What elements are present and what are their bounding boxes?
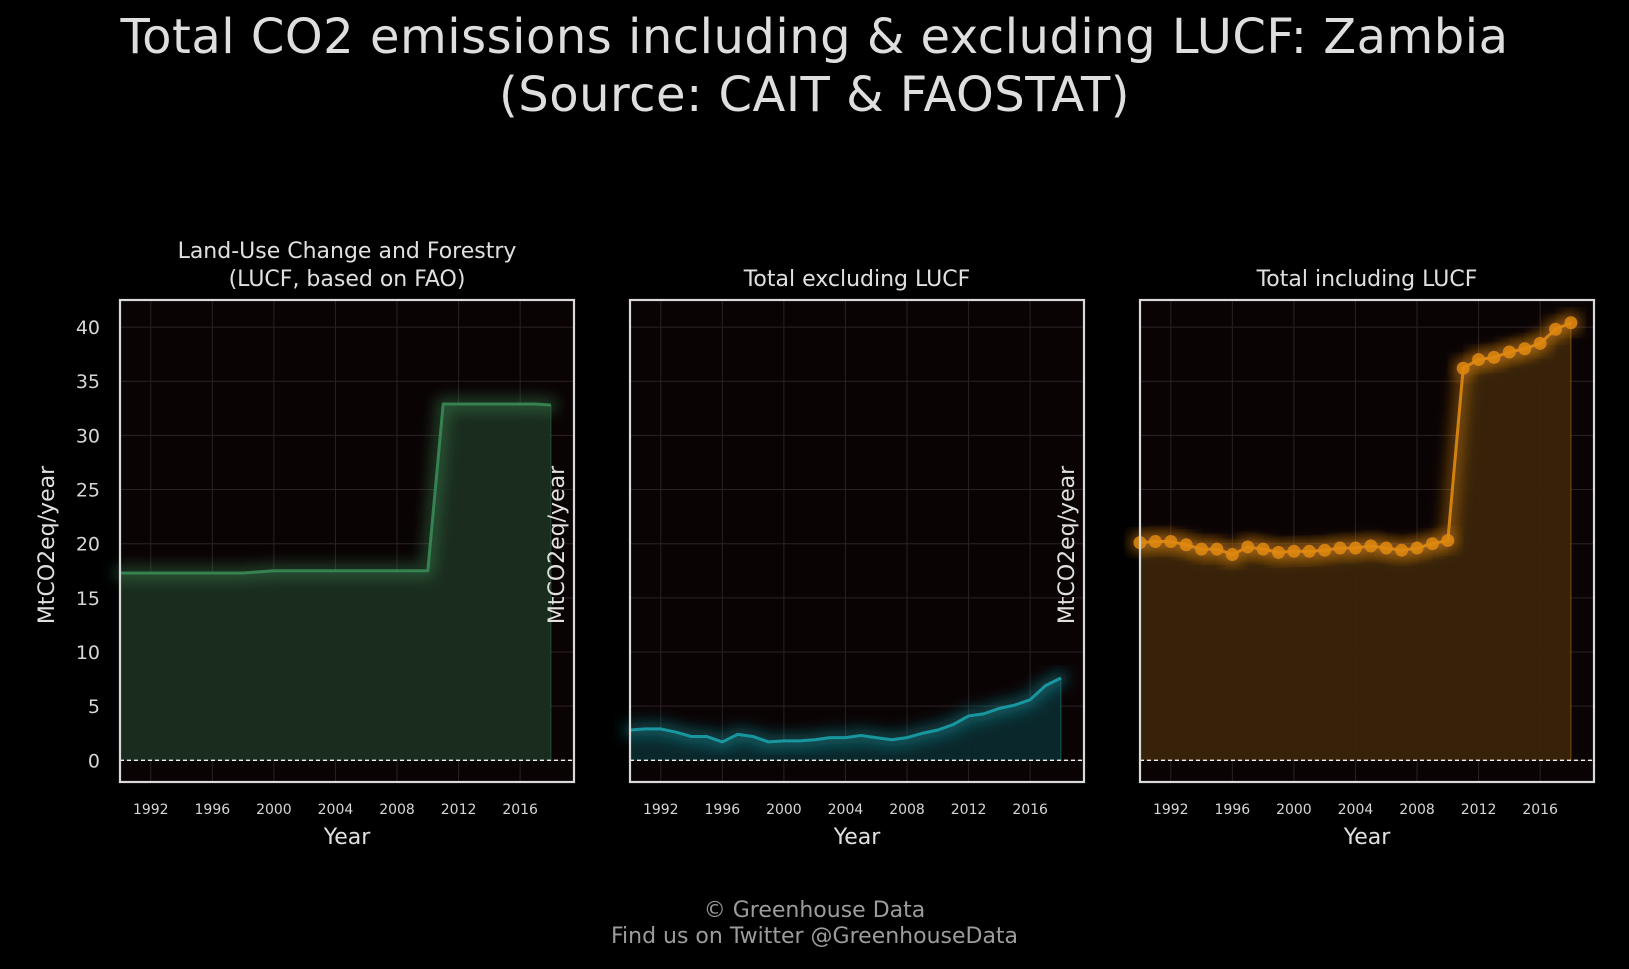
data-point xyxy=(1549,322,1563,336)
data-point xyxy=(1487,350,1501,364)
data-point xyxy=(1179,538,1193,552)
plot-frame xyxy=(1138,298,1596,784)
data-point xyxy=(1456,361,1470,375)
y-tick-label: 15 xyxy=(76,588,100,610)
footer: © Greenhouse Data Find us on Twitter @Gr… xyxy=(0,898,1629,950)
x-tick-label: 2004 xyxy=(318,802,354,818)
y-tick-label: 5 xyxy=(88,696,100,718)
x-tick-label: 2016 xyxy=(1012,802,1048,818)
data-point xyxy=(1256,542,1270,556)
y-axis-label: MtCO2eq/year xyxy=(1055,465,1080,624)
x-tick-label: 2012 xyxy=(951,802,987,818)
data-point xyxy=(1564,316,1578,330)
data-point xyxy=(1272,545,1286,559)
x-tick-label: 2012 xyxy=(1461,802,1497,818)
data-point xyxy=(1225,548,1239,562)
x-tick-label: 2008 xyxy=(889,802,925,818)
data-point xyxy=(1287,544,1301,558)
data-point xyxy=(1379,541,1393,555)
subplot-2: 1992 1996 2000 2004 2008 2012 2016 Year MtCO2eq/… xyxy=(545,267,1086,850)
x-tick-label: 1992 xyxy=(643,802,679,818)
y-tick-label: 10 xyxy=(76,642,100,664)
data-point xyxy=(1164,535,1178,549)
data-point xyxy=(1318,543,1332,557)
title-line-1: Total CO2 emissions including & excludin… xyxy=(120,9,1509,65)
x-tick-label: 1996 xyxy=(1215,802,1251,818)
data-point xyxy=(1195,542,1209,556)
subplot-1: 1992 1996 2000 2004 2008 2012 2016 0 5 10 15 20 25 30… xyxy=(35,239,576,850)
x-axis-label: Year xyxy=(323,825,372,850)
y-tick-label: 35 xyxy=(76,371,100,393)
title-line-2: (Source: CAIT & FAOSTAT) xyxy=(499,67,1130,123)
y-tick-label: 25 xyxy=(76,480,100,502)
data-point xyxy=(1302,544,1316,558)
x-tick-label: 2004 xyxy=(1338,802,1374,818)
x-tick-label: 2000 xyxy=(766,802,802,818)
x-tick-label: 2016 xyxy=(502,802,538,818)
data-point xyxy=(1210,542,1224,556)
x-tick-label: 1996 xyxy=(195,802,231,818)
series-area-fill xyxy=(120,403,551,761)
x-tick-label: 2004 xyxy=(828,802,864,818)
data-point xyxy=(1333,541,1347,555)
data-point xyxy=(1533,336,1547,350)
plot-frame xyxy=(628,298,1086,784)
data-point xyxy=(1395,543,1409,557)
series-line xyxy=(120,402,552,575)
x-tick-label: 1996 xyxy=(705,802,741,818)
subplot-title: (LUCF, based on FAO) xyxy=(229,267,466,292)
series-line xyxy=(629,676,1062,744)
data-point xyxy=(1441,533,1455,547)
subplot-title: Total excluding LUCF xyxy=(743,267,971,292)
y-tick-label: 40 xyxy=(76,317,100,339)
data-point xyxy=(1518,342,1532,356)
copyright-text: © Greenhouse Data xyxy=(703,898,926,923)
data-point xyxy=(1348,541,1362,555)
y-tick-label: 20 xyxy=(76,534,100,556)
plot-frame xyxy=(118,298,576,784)
y-tick-label: 0 xyxy=(88,750,100,772)
y-axis-label: MtCO2eq/year xyxy=(545,465,570,624)
x-tick-label: 2016 xyxy=(1522,802,1558,818)
data-point xyxy=(1410,541,1424,555)
y-axis-label: MtCO2eq/year xyxy=(35,465,60,624)
page-title: Total CO2 emissions including & excludin… xyxy=(0,8,1629,124)
x-tick-label: 2008 xyxy=(1399,802,1435,818)
data-point xyxy=(1364,539,1378,553)
x-tick-label: 2008 xyxy=(379,802,415,818)
x-tick-label: 1992 xyxy=(133,802,169,818)
data-point xyxy=(1502,345,1516,359)
x-tick-label: 2000 xyxy=(1276,802,1312,818)
y-tick-label: 30 xyxy=(76,425,100,447)
x-tick-label: 2000 xyxy=(256,802,292,818)
data-point xyxy=(1241,540,1255,554)
subplot-3: 1992 1996 2000 2004 2008 2012 2016 Year MtCO2eq/… xyxy=(1055,267,1596,850)
x-tick-label: 2012 xyxy=(441,802,477,818)
data-point xyxy=(1472,353,1486,367)
x-tick-label: 1992 xyxy=(1153,802,1189,818)
data-point xyxy=(1425,537,1439,551)
subplot-title: Total including LUCF xyxy=(1256,267,1478,292)
subplot-title: Land-Use Change and Forestry xyxy=(178,239,517,264)
x-axis-label: Year xyxy=(833,825,882,850)
x-axis-label: Year xyxy=(1343,825,1392,850)
data-point xyxy=(1148,535,1162,549)
twitter-handle-text: Find us on Twitter @GreenhouseData xyxy=(610,924,1019,949)
